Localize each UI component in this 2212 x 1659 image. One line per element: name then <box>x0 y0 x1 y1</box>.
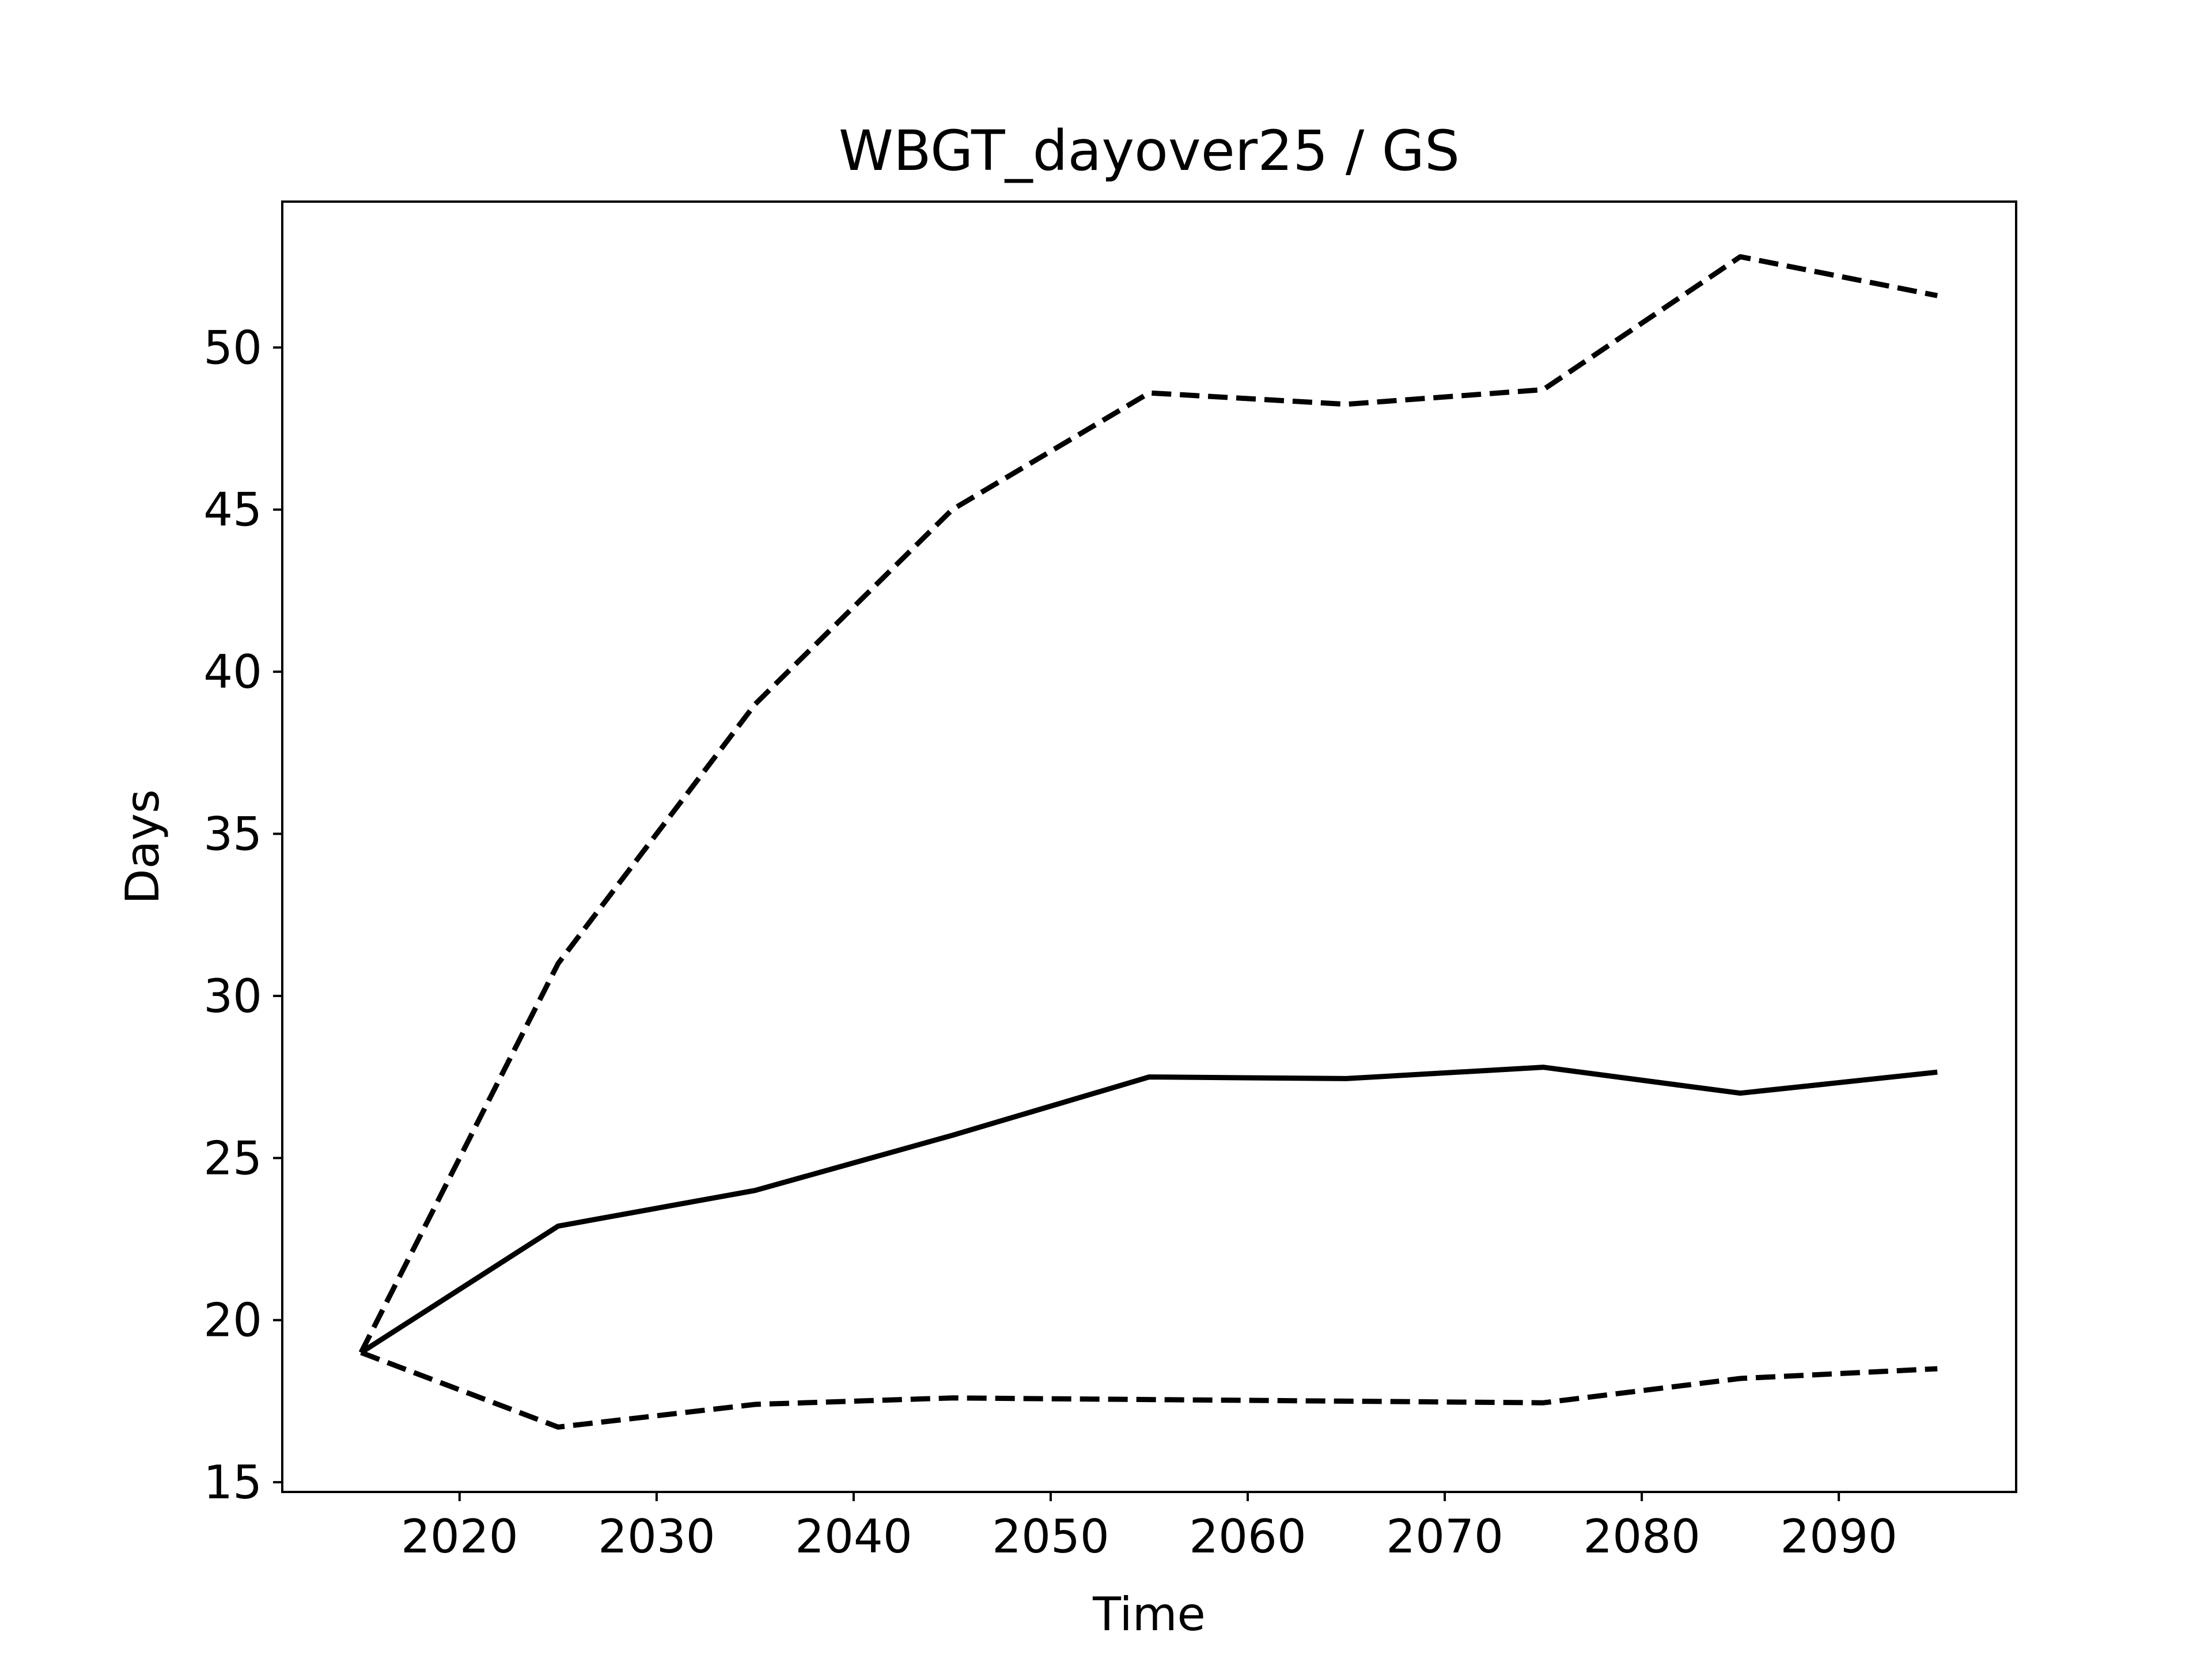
x-tick-label: 2020 <box>401 1510 518 1563</box>
plot-area-frame <box>281 200 2017 1493</box>
x-tick-label: 2080 <box>1583 1510 1700 1563</box>
y-tick-label: 20 <box>203 1294 262 1347</box>
x-axis-ticks: 2020 2030 2040 2050 2060 2070 2080 2090 <box>401 1492 1897 1563</box>
y-axis-ticks: 15 20 25 30 35 40 45 50 <box>203 321 282 1509</box>
series-line-1 <box>358 254 1938 1354</box>
y-tick-label: 15 <box>203 1456 262 1509</box>
y-tick-label: 40 <box>203 645 262 699</box>
x-tick-label: 2060 <box>1189 1510 1306 1563</box>
x-tick-label: 2040 <box>795 1510 912 1563</box>
y-tick-label: 30 <box>203 969 262 1023</box>
x-tick-label: 2030 <box>598 1510 715 1563</box>
x-tick-label: 2090 <box>1780 1510 1897 1563</box>
y-tick-label: 50 <box>203 321 262 374</box>
series-layer <box>358 254 1938 1430</box>
x-axis-label: Time <box>1092 1588 1206 1641</box>
chart-title: WBGT_dayover25 / GS <box>839 119 1460 183</box>
y-axis-label: Days <box>116 789 169 904</box>
x-tick-label: 2070 <box>1386 1510 1503 1563</box>
y-tick-label: 25 <box>203 1131 262 1185</box>
y-tick-label: 35 <box>203 807 262 861</box>
series-line-3 <box>360 1350 1938 1430</box>
series-line-2 <box>359 1065 1938 1355</box>
x-tick-label: 2050 <box>992 1510 1109 1563</box>
y-tick-label: 45 <box>203 483 262 537</box>
